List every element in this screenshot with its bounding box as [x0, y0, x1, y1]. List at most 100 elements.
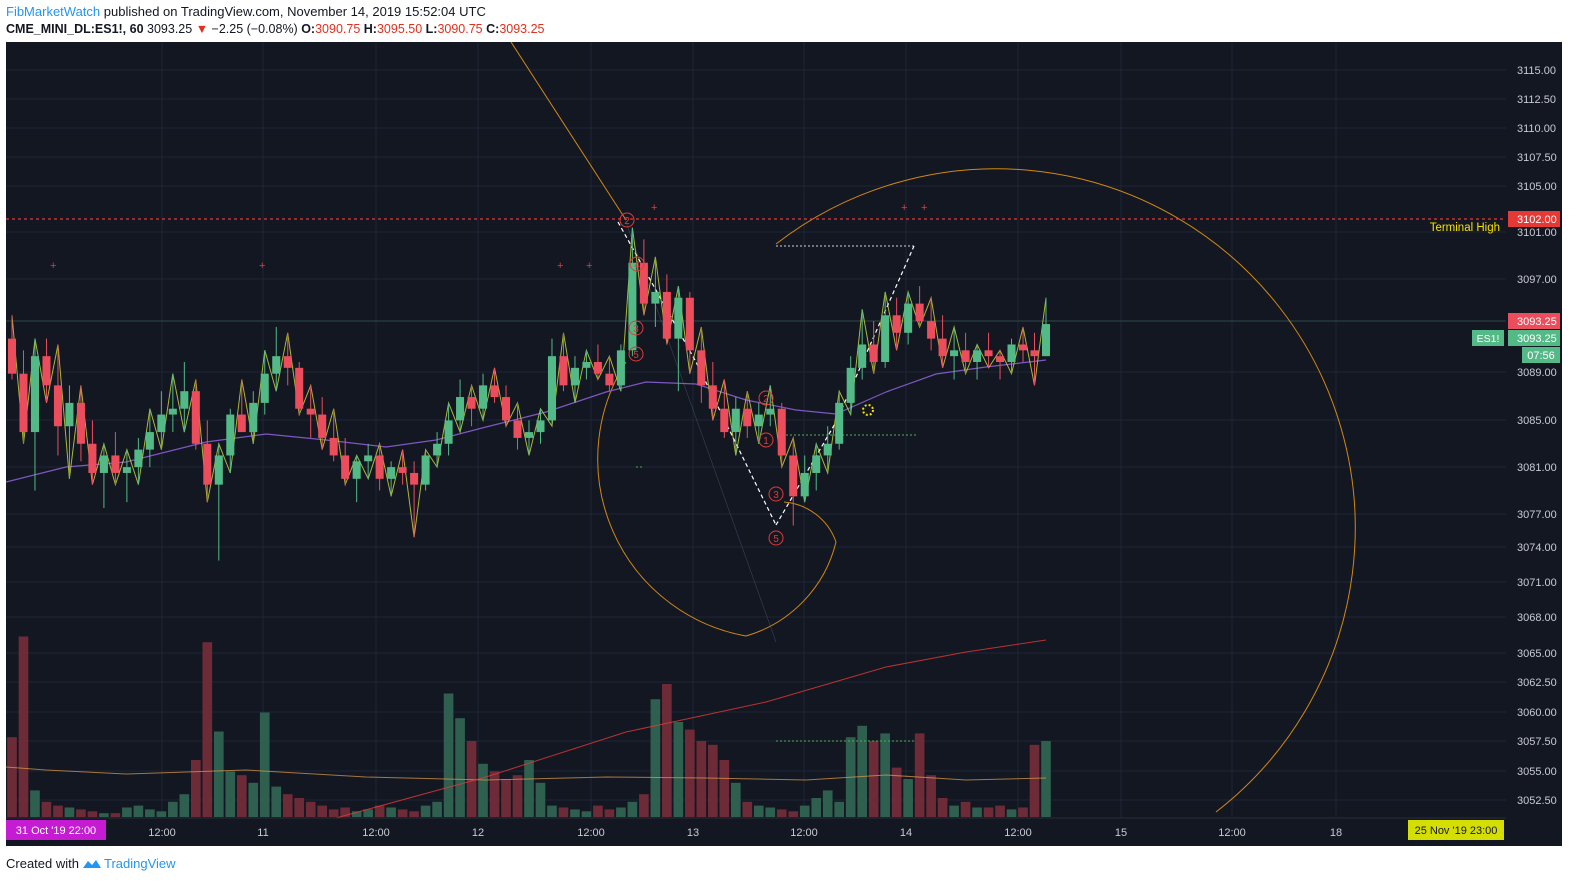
- wave-label: 4: [634, 260, 640, 271]
- long-ma-redline: [335, 639, 1047, 819]
- wave-label-circle: [619, 212, 635, 228]
- symbol-badge: [1472, 330, 1504, 346]
- y-tick-label: 3068.00: [1517, 612, 1557, 624]
- volume-bar: [30, 790, 40, 817]
- volume-bar: [64, 807, 75, 817]
- candle-body: [226, 414, 235, 456]
- candle-body: [524, 432, 534, 438]
- candle-body: [1007, 344, 1016, 362]
- x-tick-label: 12:00: [362, 827, 390, 839]
- volume-bar: [995, 805, 1005, 817]
- volume-bar: [501, 779, 511, 817]
- volume-bar: [937, 798, 948, 817]
- y-tick-label: 3057.50: [1517, 736, 1557, 748]
- volume-bar: [535, 782, 546, 817]
- wave-label: 2: [624, 216, 630, 227]
- candle-body: [720, 408, 729, 433]
- volume-bar: [168, 801, 178, 817]
- candle-body: [318, 414, 327, 438]
- y-tick-label: 3060.00: [1517, 707, 1557, 719]
- open-value: 3090.75: [315, 22, 361, 36]
- volume-bar: [581, 811, 592, 817]
- candle-body: [341, 455, 350, 479]
- candle-body: [616, 350, 625, 386]
- volume-ma-line: [6, 766, 1047, 781]
- y-tick-label: 3052.50: [1517, 795, 1557, 807]
- volume-bar: [110, 813, 121, 817]
- symbol-label[interactable]: CME_MINI_DL:ES1!, 60: [6, 22, 144, 36]
- candle-body: [467, 397, 476, 409]
- candle-body: [168, 408, 177, 415]
- candle-body: [65, 402, 74, 427]
- candle-body: [398, 467, 407, 473]
- candle-body: [927, 321, 936, 339]
- volume-bar: [914, 733, 925, 817]
- plus-mark: +: [921, 202, 927, 214]
- candle-body: [570, 367, 579, 386]
- volume-bar: [822, 790, 833, 817]
- ohlc-legend: CME_MINI_DL:ES1!, 60 3093.25 ▼ −2.25 (−0…: [6, 22, 545, 36]
- candle-body: [800, 472, 809, 497]
- candle-body: [214, 455, 223, 485]
- volume-bar: [604, 809, 615, 817]
- symbol-price-label: 3093.25: [1517, 333, 1557, 345]
- publish-line: FibMarketWatch published on TradingView.…: [6, 4, 486, 19]
- volume-bar: [742, 801, 753, 817]
- moving-average-line: [6, 359, 1047, 483]
- x-tick-label: 12:00: [577, 827, 605, 839]
- volume-bar: [248, 782, 259, 817]
- candle-body: [858, 344, 867, 368]
- volume-bar: [179, 794, 190, 817]
- volume-bar: [627, 801, 638, 817]
- y-tick-label: 3074.00: [1517, 542, 1557, 554]
- candle-body: [766, 408, 775, 415]
- candle-body: [53, 385, 62, 427]
- candle-body: [260, 373, 269, 403]
- volume-bar: [799, 805, 810, 817]
- candle-body: [938, 338, 947, 357]
- x-tick-label: 12:00: [790, 827, 818, 839]
- candle-body: [685, 297, 694, 351]
- plus-mark: +: [586, 260, 592, 272]
- y-tick-label: 3112.50: [1517, 94, 1556, 106]
- wave-projection-line-1: [617, 221, 777, 526]
- y-tick-label: 3065.00: [1517, 648, 1557, 660]
- y-tick-label: 3085.00: [1517, 415, 1557, 427]
- candle-body: [42, 356, 51, 386]
- volume-bar: [673, 722, 684, 817]
- down-arrow-icon: ▼: [195, 22, 209, 36]
- tradingview-brand[interactable]: TradingView: [103, 856, 176, 871]
- candle-body: [697, 350, 706, 386]
- y-tick-label: 3097.00: [1517, 274, 1557, 286]
- volume-bar: [765, 807, 776, 817]
- candle-body: [639, 262, 648, 304]
- volume-bar: [650, 699, 661, 817]
- candle-body: [996, 356, 1005, 362]
- candle-body: [892, 315, 901, 333]
- candle-body: [88, 443, 97, 473]
- candle-body: [295, 367, 304, 409]
- volume-bar: [960, 801, 971, 817]
- y-tick-label: 3055.00: [1517, 766, 1557, 778]
- y-tick-label: 3115.00: [1517, 65, 1556, 77]
- range-start-label: 31 Oct '19 22:00: [16, 825, 96, 837]
- volume-bar: [1006, 809, 1017, 817]
- volume-bar: [972, 807, 982, 817]
- candle-body: [536, 420, 545, 433]
- volume-bar: [776, 809, 787, 817]
- volume-bar: [753, 805, 764, 817]
- created-with-label: Created with: [6, 856, 79, 871]
- fib-time-marker: [862, 404, 874, 416]
- volume-bar: [685, 729, 695, 817]
- candle-body: [743, 408, 752, 427]
- candle-body: [237, 414, 246, 433]
- volume-bar: [547, 805, 557, 817]
- volume-bar: [478, 763, 488, 817]
- fib-spiral-small: [597, 361, 837, 637]
- volume-bar: [7, 737, 17, 817]
- close-label: C:: [486, 22, 500, 36]
- author-link[interactable]: FibMarketWatch: [6, 4, 101, 19]
- candle-body: [19, 373, 28, 433]
- volume-bar: [730, 782, 741, 817]
